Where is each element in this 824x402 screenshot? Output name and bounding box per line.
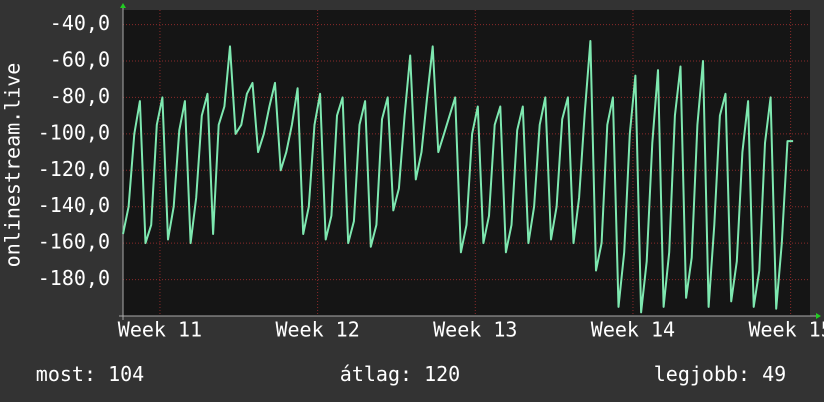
stat: átlag: 120 — [340, 362, 460, 386]
y-tick-label: -140,0 — [38, 193, 110, 217]
stat-value: 120 — [424, 362, 460, 386]
stat-value: 49 — [762, 362, 786, 386]
x-tick-label: Week 11 — [118, 318, 202, 342]
stat: legjobb: 49 — [654, 362, 786, 386]
y-tick-label: -120,0 — [38, 157, 110, 181]
x-tick-label: Week 15 — [748, 318, 824, 342]
y-tick-label: -80,0 — [50, 84, 110, 108]
y-tick-label: -40,0 — [50, 11, 110, 35]
stat-value: 104 — [108, 362, 144, 386]
y-axis-label: onlinestream.live — [1, 63, 25, 268]
series-line — [122, 40, 794, 314]
y-tick-label: -160,0 — [38, 230, 110, 254]
y-tick-label: -60,0 — [50, 48, 110, 72]
stat: most: 104 — [36, 362, 144, 386]
x-tick-label: Week 13 — [433, 318, 517, 342]
x-tick-label: Week 14 — [591, 318, 675, 342]
axis-arrow — [120, 3, 126, 8]
x-tick-label: Week 12 — [275, 318, 359, 342]
y-tick-label: -100,0 — [38, 120, 110, 144]
stat-label: legjobb: — [654, 362, 750, 386]
y-tick-label: -180,0 — [38, 266, 110, 290]
stat-label: most: — [36, 362, 96, 386]
axis-arrow — [816, 313, 821, 319]
stat-label: átlag: — [340, 362, 412, 386]
